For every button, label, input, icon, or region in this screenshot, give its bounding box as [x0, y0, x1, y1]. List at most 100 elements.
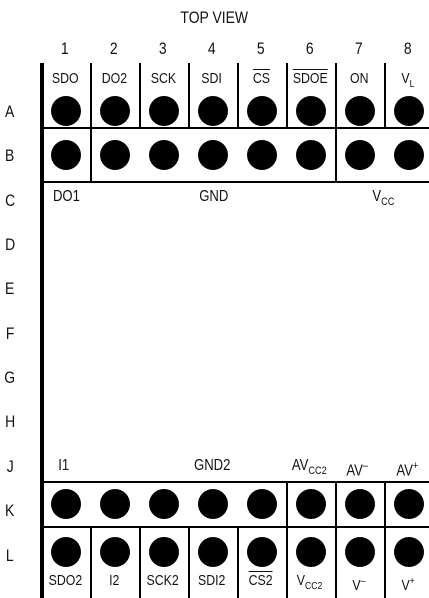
solder-ball: [394, 537, 424, 567]
column-number: 6: [306, 39, 314, 58]
top-divider: [286, 63, 288, 127]
pin-label-a2: DO2: [101, 70, 127, 87]
pin-label-l3: SCK2: [146, 572, 180, 589]
pin-label-l4: SDI2: [198, 572, 226, 589]
net-label-gnd: GND: [199, 188, 229, 205]
solder-ball: [198, 140, 228, 170]
solder-ball: [51, 489, 81, 519]
net-label-gnd2: GND2: [194, 457, 231, 474]
column-number: 7: [355, 39, 363, 58]
solder-ball: [345, 537, 375, 567]
top-divider: [139, 63, 141, 127]
bottom-divider: [90, 526, 92, 598]
solder-ball: [100, 96, 130, 126]
package-left-edge: [40, 63, 44, 598]
solder-ball: [345, 96, 375, 126]
row-label: D: [4, 235, 16, 254]
solder-ball: [149, 96, 179, 126]
row-label: F: [5, 324, 15, 343]
solder-ball: [198, 489, 228, 519]
pin-label-a4: SDI: [201, 70, 223, 87]
row-label: A: [5, 102, 15, 121]
solder-ball: [394, 96, 424, 126]
pin-label-l2: I2: [108, 572, 120, 589]
solder-ball: [247, 96, 277, 126]
solder-ball: [51, 537, 81, 567]
solder-ball: [149, 140, 179, 170]
solder-ball: [247, 537, 277, 567]
solder-ball: [51, 140, 81, 170]
solder-ball: [296, 489, 326, 519]
column-number: 1: [61, 39, 69, 58]
net-label-vcc: VCC: [372, 188, 395, 209]
pin-label-a5: CS: [252, 70, 270, 87]
solder-ball: [198, 96, 228, 126]
top-grid-line: [42, 181, 429, 183]
solder-ball: [100, 537, 130, 567]
solder-ball: [100, 140, 130, 170]
row-label: L: [6, 546, 14, 565]
solder-ball: [394, 140, 424, 170]
row-b-divider: [90, 127, 92, 181]
pin-label-a3: SCK: [150, 70, 176, 87]
top-divider: [188, 63, 190, 127]
top-divider: [90, 63, 92, 127]
net-label-i1: I1: [58, 457, 70, 474]
pin-label-a7: ON: [349, 70, 369, 87]
pin-label-l8: V+: [401, 575, 415, 594]
solder-ball: [345, 489, 375, 519]
top-divider: [335, 63, 337, 127]
pin-label-l1: SDO2: [48, 572, 82, 589]
bottom-grid-line: [42, 526, 429, 528]
solder-ball: [345, 140, 375, 170]
solder-ball: [198, 537, 228, 567]
bottom-divider: [335, 526, 337, 598]
row-k-divider: [286, 481, 288, 526]
top-grid-line: [42, 127, 429, 129]
column-number: 8: [404, 39, 412, 58]
row-label: G: [4, 368, 16, 387]
row-label: H: [4, 412, 16, 431]
column-number: 2: [110, 39, 118, 58]
bottom-grid-line: [42, 481, 429, 483]
row-label: J: [6, 457, 14, 476]
bottom-divider: [237, 526, 239, 598]
pin-label-l6: VCC2: [297, 572, 323, 592]
solder-ball: [296, 140, 326, 170]
row-k-divider: [335, 481, 337, 526]
solder-ball: [394, 489, 424, 519]
pin-label-a1: SDO: [51, 70, 79, 87]
row-label: E: [5, 279, 15, 298]
title-text: TOP VIEW: [180, 8, 249, 27]
bottom-divider: [384, 526, 386, 598]
pin-label-a6: SDOE: [292, 70, 328, 87]
row-b-divider: [335, 127, 337, 181]
solder-ball: [149, 489, 179, 519]
column-number: 5: [257, 39, 265, 58]
diagram-title: TOP VIEW: [0, 8, 429, 28]
top-divider: [384, 63, 386, 127]
net-label-avcc2: AVCC2: [291, 457, 327, 478]
column-number: 4: [208, 39, 216, 58]
net-label-av-minus: AV–: [346, 460, 369, 480]
solder-ball: [100, 489, 130, 519]
solder-ball: [149, 537, 179, 567]
solder-ball: [247, 140, 277, 170]
bottom-divider: [286, 526, 288, 598]
row-k-divider: [384, 481, 386, 526]
solder-ball: [296, 537, 326, 567]
row-label: K: [5, 501, 15, 520]
pin-label-l5: CS2: [249, 572, 273, 589]
top-divider: [237, 63, 239, 127]
bottom-divider: [188, 526, 190, 598]
row-label: C: [4, 191, 16, 210]
solder-ball: [296, 96, 326, 126]
solder-ball: [247, 489, 277, 519]
net-label-av-plus: AV+: [396, 460, 419, 480]
pin-label-a8: VL: [401, 70, 415, 90]
column-number: 3: [159, 39, 167, 58]
net-label-do1: DO1: [52, 188, 80, 205]
pin-label-l7: V–: [352, 575, 366, 594]
solder-ball: [51, 96, 81, 126]
row-label: B: [5, 146, 15, 165]
